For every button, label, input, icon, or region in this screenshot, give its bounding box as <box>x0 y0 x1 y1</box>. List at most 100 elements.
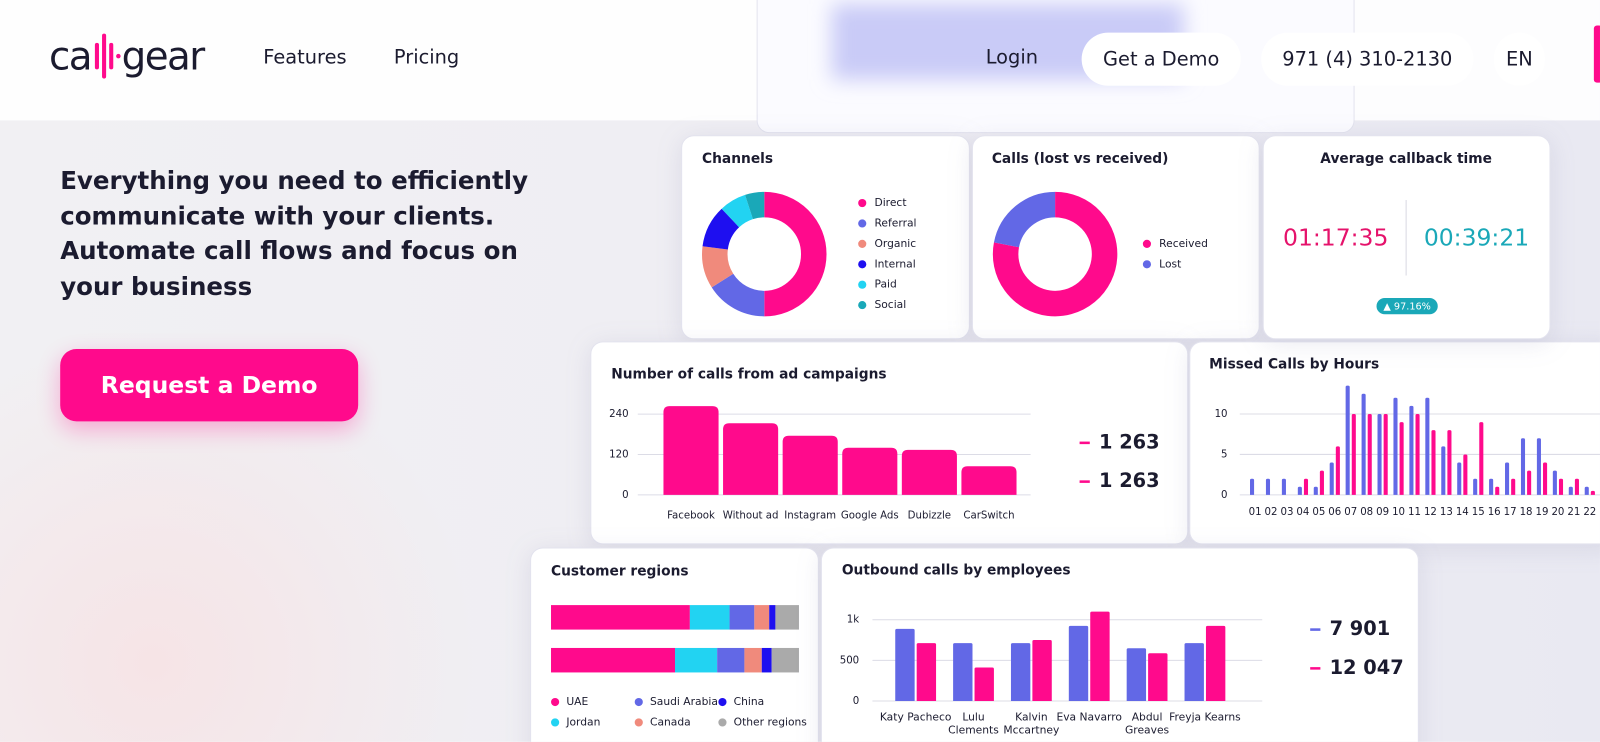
x-tick-label-box: Katy Pacheco <box>880 711 952 723</box>
bar <box>1558 478 1564 495</box>
y-tick-label: 0 <box>622 490 628 501</box>
legend-label: Other regions <box>734 715 808 728</box>
card-title: Number of calls from ad campaigns <box>611 366 886 382</box>
phone-button[interactable]: 971 (4) 310-2130 <box>1261 32 1474 86</box>
nav-link[interactable]: Pricing <box>393 45 460 69</box>
x-tick-label: 03 <box>1280 507 1293 518</box>
card-title: Average callback time <box>1320 151 1492 167</box>
bar <box>1313 486 1318 495</box>
x-tick-label: 19 <box>1536 507 1549 518</box>
card <box>530 547 819 742</box>
x-tick-label: 04 <box>1296 507 1309 518</box>
x-tick-label: Instagram <box>784 510 836 521</box>
y-tick-label: 10 <box>1215 409 1228 420</box>
x-tick-label-box: Kalvin Mccartney <box>1003 711 1059 737</box>
legend-dot <box>858 280 867 289</box>
x-tick-label-box: Lulu Clements <box>948 711 999 737</box>
y-tick-label: 240 <box>609 409 628 420</box>
legend-label: Referral <box>874 216 916 229</box>
legend-dot <box>551 697 560 707</box>
legend-dot <box>718 697 727 707</box>
bar <box>1505 462 1510 495</box>
bar <box>1068 625 1089 702</box>
menu-edge[interactable] <box>1593 25 1600 83</box>
bar <box>1431 430 1436 495</box>
x-tick-label: 21 <box>1567 507 1580 518</box>
cta-button[interactable]: Request a Demo <box>60 348 359 422</box>
y-tick-label: 5 <box>1221 449 1227 460</box>
bar <box>1184 643 1204 702</box>
legend-label: Direct <box>874 196 906 209</box>
donut-segment <box>702 208 740 251</box>
bar <box>1552 470 1557 495</box>
logo[interactable]: ca gear <box>49 31 205 82</box>
bar <box>1329 462 1334 495</box>
bar-segment <box>689 605 730 630</box>
x-tick-label-box: Abdul Greaves <box>1124 711 1170 737</box>
login-link[interactable]: Login <box>985 45 1039 69</box>
x-tick-label-box: Eva Navarro <box>1056 711 1122 723</box>
bar <box>1205 625 1226 702</box>
card-title: Channels <box>702 151 773 167</box>
y-tick-label: 500 <box>840 655 859 666</box>
bar-segment <box>551 647 675 673</box>
callback-time: 01:17:35 <box>1283 223 1388 251</box>
donut-segment <box>711 273 765 317</box>
x-tick-label: 05 <box>1312 507 1325 518</box>
legend-dot <box>858 198 867 208</box>
x-tick-label: 02 <box>1265 507 1278 518</box>
card-title: Outbound calls by employees <box>842 562 1071 578</box>
bar <box>953 643 973 702</box>
bar <box>1489 478 1494 495</box>
x-tick-label: 07 <box>1344 507 1357 518</box>
bar-segment <box>744 647 762 673</box>
total-value: 1 263 <box>1099 430 1160 453</box>
bar <box>1425 397 1430 495</box>
bar <box>1520 438 1526 495</box>
legend-dot <box>858 219 867 228</box>
x-tick-label: 18 <box>1520 507 1533 518</box>
language-button[interactable]: EN <box>1493 32 1545 86</box>
nav-link[interactable]: Features <box>263 45 347 69</box>
y-tick-label: 0 <box>1221 490 1227 501</box>
bar <box>1126 648 1147 702</box>
legend-dot <box>858 301 867 310</box>
bar <box>1511 478 1516 495</box>
demo-button[interactable]: Get a Demo <box>1081 32 1241 86</box>
bar <box>1463 454 1468 495</box>
bar <box>1367 413 1372 495</box>
bar <box>1265 478 1271 495</box>
legend-label: China <box>734 695 765 708</box>
bar <box>1568 486 1573 495</box>
bar <box>1447 430 1452 495</box>
bar <box>1536 438 1541 495</box>
donut-segment <box>763 191 827 317</box>
bar-segment <box>775 605 799 630</box>
bar <box>1584 486 1589 495</box>
bar <box>1032 640 1052 702</box>
card-title: Customer regions <box>551 563 689 579</box>
y-tick-label: 0 <box>853 696 859 707</box>
donut-segment <box>745 191 765 220</box>
y-tick-label: 120 <box>609 450 628 461</box>
legend-label: Social <box>874 298 906 311</box>
bar <box>1393 397 1398 495</box>
x-tick-label: Abdul Greaves <box>1124 711 1170 737</box>
legend-label: UAE <box>566 695 588 708</box>
bar <box>1441 446 1446 495</box>
bar <box>1335 446 1340 495</box>
bar <box>723 423 779 495</box>
bar <box>1345 385 1350 495</box>
legend-label: Organic <box>874 237 916 250</box>
bar <box>1281 478 1286 495</box>
donut-segment <box>721 194 754 228</box>
card <box>681 135 970 340</box>
bar <box>1377 413 1382 495</box>
bar <box>1479 422 1484 495</box>
x-tick-label: 20 <box>1551 507 1564 518</box>
bar <box>974 667 994 702</box>
bar <box>1148 653 1168 702</box>
